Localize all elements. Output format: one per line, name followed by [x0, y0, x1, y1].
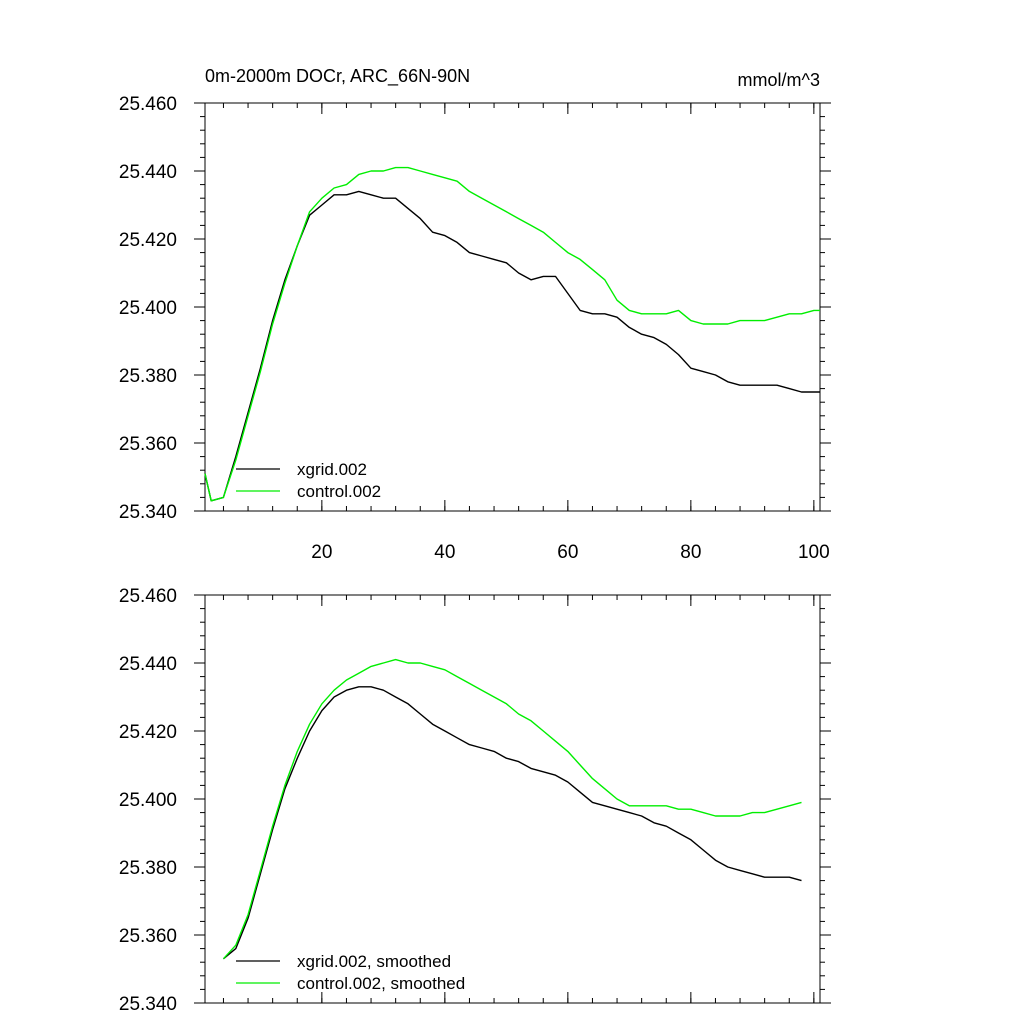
y-tick-label: 25.340: [119, 502, 177, 523]
y-tick-label: 25.460: [119, 94, 177, 115]
legend-label-control-smoothed: control.002, smoothed: [297, 974, 465, 993]
y-tick-label: 25.440: [119, 654, 177, 675]
series-line-control-002-smoothed: [222, 658, 802, 960]
y-tick-label: 25.440: [119, 162, 177, 183]
series-line-xgrid-002-smoothed: [222, 686, 802, 960]
x-tick-label: 40: [434, 542, 455, 563]
y-tick-label: 25.400: [119, 790, 177, 811]
y-tick-label: 25.380: [119, 858, 177, 879]
x-tick-label: 100: [798, 542, 830, 563]
legend-label-control: control.002: [297, 482, 381, 501]
legend-label-xgrid: xgrid.002: [297, 460, 367, 479]
legend-label-xgrid-smoothed: xgrid.002, smoothed: [297, 952, 451, 971]
y-tick-label: 25.380: [119, 366, 177, 387]
y-tick-label: 25.460: [119, 586, 177, 607]
top-legend: xgrid.002 control.002: [236, 460, 381, 501]
bottom-panel: 25.340 25.360 25.380 25.400 25.420 25.440 25.4…: [119, 586, 831, 1015]
top-panel: 0m-2000m DOCr, ARC_66N-90N mmol/m^3 20 40…: [119, 66, 831, 563]
y-tick-label: 25.400: [119, 298, 177, 319]
x-tick-label: 80: [680, 542, 701, 563]
x-tick-label: 60: [557, 542, 578, 563]
y-tick-label: 25.420: [119, 230, 177, 251]
y-tick-label: 25.340: [119, 994, 177, 1015]
x-tick-label: 20: [311, 542, 332, 563]
y-tick-label: 25.360: [119, 926, 177, 947]
series-line-control-002: [204, 166, 820, 502]
top-chart-title: 0m-2000m DOCr, ARC_66N-90N: [205, 66, 470, 87]
y-tick-label: 25.420: [119, 722, 177, 743]
bottom-legend: xgrid.002, smoothed control.002, smoothe…: [236, 952, 465, 993]
y-tick-label: 25.360: [119, 434, 177, 455]
top-chart-units: mmol/m^3: [738, 70, 820, 90]
